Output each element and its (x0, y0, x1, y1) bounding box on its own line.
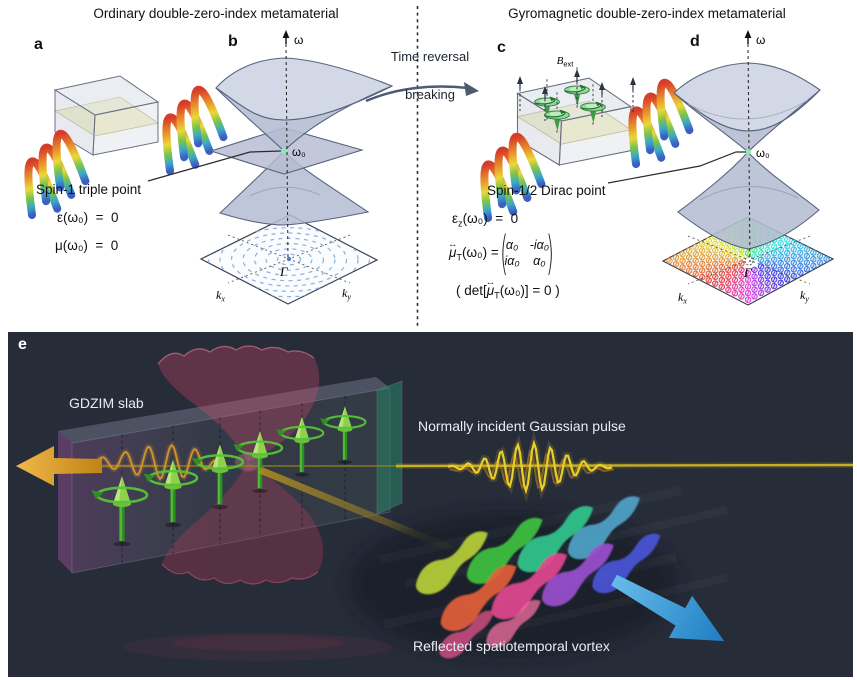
spin1-triple-point-label: Spin-1 triple point (36, 182, 142, 197)
mu-equation: μ(ω₀) = 0 (55, 238, 119, 253)
epsilon-z-equation: εz(ω₀) = 0 (452, 211, 519, 229)
rainbow-wave-right-icon (153, 87, 229, 171)
panel-e-letter: e (18, 336, 27, 353)
omega-axis-label: ω (294, 33, 303, 47)
gdzim-slab (58, 377, 403, 574)
panel-c-letter: c (497, 39, 506, 56)
leader-line-right (607, 151, 746, 184)
leader-line-left (147, 150, 282, 182)
top-diagrams: ω ω₀ Γ k​x k​y Bext (0, 6, 835, 328)
panel-c-illustration: Bext (471, 55, 695, 218)
epsilon-equation: ε(ω₀) = 0 (57, 210, 119, 225)
band-structure-d: ω ω₀ Γ k​x k​y (661, 30, 835, 306)
gamma-label: Γ (279, 264, 288, 279)
panel-a-letter: a (34, 36, 43, 53)
ky-label: k​y (342, 286, 351, 302)
det-equation: ( det[↔ μT(ω₀)] = 0 ) (456, 278, 560, 301)
gaussian-pulse (446, 431, 615, 503)
breaking-text: breaking (405, 87, 455, 102)
right-title: Gyromagnetic double-zero-index metamater… (508, 6, 786, 21)
matrix-close-paren: ) (546, 226, 554, 280)
reflected-vortex-label: Reflected spatiotemporal vortex (413, 638, 610, 654)
panel-e: e GDZIM slab Normally incident Gaussian … (8, 332, 854, 677)
omega-axis-label: ω (756, 33, 765, 47)
in-plane-field-rings (207, 221, 371, 298)
reflected-arrow-icon (611, 574, 725, 642)
incident-pulse-label: Normally incident Gaussian pulse (418, 418, 626, 434)
mu-tensor-equation: ↔ μT(ω₀) = ( α₀ -iα₀ iα₀ α₀ ) (447, 226, 554, 280)
kx-label: k​x (678, 290, 687, 306)
cone-reflection (123, 633, 393, 661)
panel-b-letter: b (228, 33, 238, 50)
spin-half-dirac-point-label: Spin-1/2 Dirac point (487, 183, 606, 198)
left-title: Ordinary double-zero-index metamaterial (93, 6, 339, 21)
dirac-point-dot (745, 149, 751, 155)
ky-label: k​y (800, 288, 809, 304)
b-ext-label: Bext (557, 55, 575, 69)
transmitted-arrow-icon (16, 446, 158, 486)
gamma-label: Γ (743, 265, 752, 280)
omega0-label: ω₀ (756, 148, 770, 160)
gdzim-slab-label: GDZIM slab (69, 395, 144, 411)
matrix-open-paren: ( (499, 226, 508, 280)
panel-d-letter: d (690, 33, 700, 50)
kx-label: k​x (216, 288, 225, 304)
time-reversal-arrow-icon (365, 82, 479, 103)
omega0-label: ω₀ (292, 147, 306, 159)
band-structure-b: ω ω₀ Γ k​x k​y (199, 30, 394, 305)
panel-e-scene (16, 345, 854, 661)
mu-tensor-matrix: α₀ -iα₀ iα₀ α₀ (504, 238, 550, 269)
time-reversal-text: Time reversal (390, 49, 470, 64)
triple-point-dot (281, 148, 287, 154)
cone-reflection-inner (173, 635, 343, 651)
